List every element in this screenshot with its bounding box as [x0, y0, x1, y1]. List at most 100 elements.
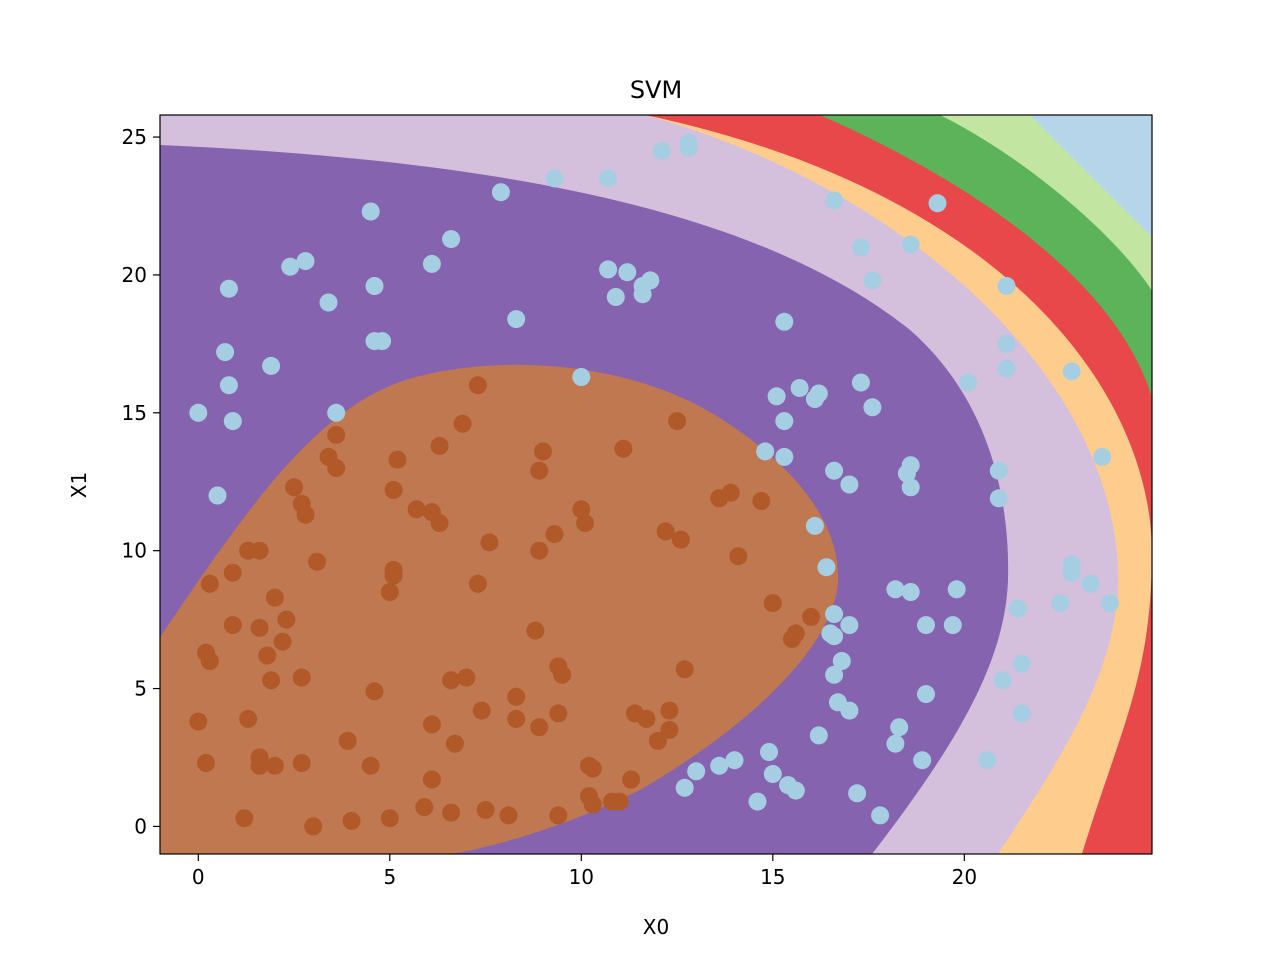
points-layer — [189, 133, 1119, 836]
data-point — [748, 792, 767, 811]
data-point — [997, 334, 1016, 353]
data-point — [901, 456, 920, 475]
data-point — [219, 376, 238, 395]
plot-area — [160, 115, 1152, 854]
data-point — [610, 792, 629, 811]
data-point — [442, 230, 461, 249]
data-point — [292, 754, 311, 772]
data-point — [1051, 594, 1070, 613]
data-point — [997, 359, 1016, 378]
data-point — [648, 731, 667, 750]
data-point — [928, 194, 947, 213]
data-point — [342, 811, 361, 830]
data-point — [809, 384, 828, 403]
data-point — [384, 481, 403, 499]
x-tick-label: 10 — [569, 865, 594, 889]
data-point — [200, 652, 219, 670]
data-point — [327, 459, 346, 477]
data-point — [273, 632, 292, 651]
data-point — [641, 271, 660, 290]
data-point — [422, 715, 441, 734]
data-point — [825, 605, 844, 624]
data-point — [863, 398, 882, 417]
data-point — [499, 806, 518, 825]
data-point — [886, 734, 905, 753]
data-point — [208, 486, 227, 505]
data-point — [545, 169, 564, 188]
data-point — [472, 701, 491, 720]
data-point — [219, 279, 238, 298]
x-tick-label: 15 — [760, 865, 785, 889]
data-point — [491, 183, 510, 202]
x-tick-label: 5 — [383, 865, 396, 889]
data-point — [1012, 654, 1031, 673]
data-point — [871, 806, 890, 825]
data-point — [729, 547, 748, 566]
data-point — [660, 720, 679, 739]
data-point — [304, 817, 323, 836]
data-point — [840, 475, 859, 494]
x-axis-label: X0 — [643, 915, 669, 939]
data-point — [767, 387, 786, 406]
data-point — [656, 522, 675, 541]
data-point — [901, 235, 920, 254]
data-point — [388, 450, 407, 469]
data-point — [292, 668, 311, 687]
data-point — [250, 618, 269, 637]
data-point — [572, 500, 591, 519]
data-point — [671, 530, 690, 549]
data-point — [848, 784, 867, 803]
data-point — [480, 533, 499, 552]
data-point — [863, 271, 882, 290]
data-point — [583, 759, 602, 778]
data-point — [775, 447, 794, 466]
data-point — [445, 734, 464, 753]
data-point — [825, 665, 844, 684]
data-point — [652, 141, 671, 160]
y-tick-label: 20 — [122, 263, 147, 287]
data-point — [790, 379, 809, 397]
data-point — [235, 809, 254, 828]
data-point — [223, 412, 242, 431]
data-point — [890, 718, 909, 737]
data-point — [851, 373, 870, 392]
data-point — [1081, 574, 1100, 593]
data-point — [189, 403, 208, 422]
data-point — [507, 310, 526, 329]
y-tick-label: 5 — [134, 677, 147, 701]
data-point — [614, 439, 633, 458]
data-point — [825, 627, 844, 646]
data-point — [1100, 594, 1119, 613]
data-point — [422, 254, 441, 273]
data-point — [760, 743, 778, 761]
data-point — [308, 552, 326, 571]
data-point — [599, 260, 618, 279]
data-point — [430, 514, 449, 533]
data-point — [752, 492, 771, 510]
data-point — [476, 800, 495, 819]
data-point — [675, 778, 694, 797]
data-point — [189, 712, 208, 731]
data-point — [373, 332, 392, 351]
data-point — [285, 478, 304, 497]
data-point — [901, 478, 920, 497]
data-point — [917, 616, 935, 635]
chart-title: SVM — [630, 76, 682, 104]
data-point — [721, 483, 740, 502]
data-point — [442, 671, 461, 690]
data-point — [637, 709, 656, 728]
data-point — [453, 414, 472, 433]
data-point — [545, 525, 564, 544]
data-point — [993, 671, 1012, 690]
data-point — [668, 412, 687, 431]
data-point — [384, 561, 403, 579]
x-tick-label: 20 — [952, 865, 977, 889]
data-point — [775, 412, 794, 431]
data-point — [756, 442, 775, 461]
data-point — [507, 687, 526, 706]
data-point — [239, 709, 258, 728]
data-point — [763, 765, 782, 783]
data-point — [250, 756, 269, 775]
data-point — [380, 583, 399, 601]
y-axis-label: X1 — [67, 472, 91, 498]
